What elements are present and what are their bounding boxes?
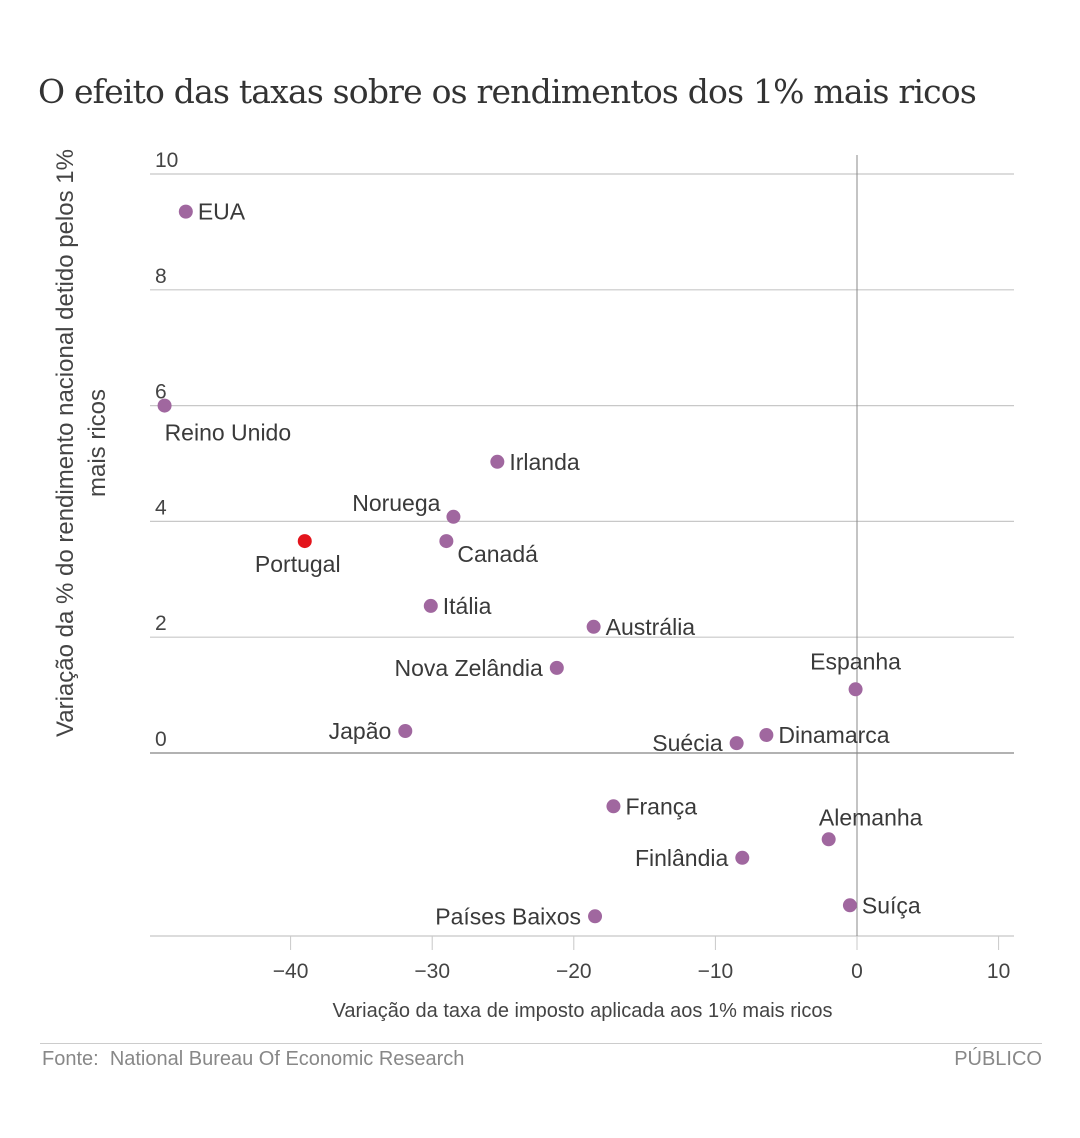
footer-divider [40,1043,1042,1044]
data-point [423,598,438,613]
point-label: Noruega [352,490,440,516]
y-tick-label: 10 [155,149,178,172]
data-point [848,682,863,697]
y-axis-label: Variação da % do rendimento nacional det… [50,133,114,753]
point-label: Dinamarca [778,722,889,748]
y-tick-label: 2 [155,612,167,635]
data-point [398,723,413,738]
x-tick-labels: −40 −30 −20 −10 0 10 [273,960,1010,983]
point-label: Nova Zelândia [394,655,543,681]
data-point [157,398,172,413]
data-point [821,832,836,847]
y-axis-label-text: Variação da % do rendimento nacional det… [52,149,111,737]
data-point [439,534,454,549]
data-points [157,204,863,924]
point-label: Finlândia [635,845,729,871]
data-point [729,736,744,751]
highlighted-point [297,534,312,549]
point-label: EUA [198,199,246,225]
point-label: Japão [329,718,392,744]
x-tick-label: −20 [556,960,592,983]
data-point [490,454,505,469]
data-point [759,728,774,743]
point-label: Portugal [255,551,341,577]
point-label: Países Baixos [435,903,581,929]
point-labels: EUA Reino Unido Irlanda Noruega Portugal Cana… [165,199,923,930]
point-label: Irlanda [509,449,580,475]
point-label: Suíça [862,892,921,918]
data-point [842,898,857,913]
publisher-logo: PÚBLICO [954,1048,1042,1070]
y-tick-label: 4 [155,496,167,519]
scatter-plot: 0 2 4 6 8 10 −40 −30 −20 −10 0 10 EUA Reino Unido Ir… [150,149,1014,983]
point-label: Canadá [457,541,538,567]
y-tick-label: 0 [155,728,167,751]
data-point [735,850,750,865]
source-note: Fonte: National Bureau Of Economic Resea… [42,1048,465,1070]
point-label: Suécia [652,730,723,756]
chart-title: O efeito das taxas sobre os rendimentos … [38,72,977,111]
data-point [178,204,193,219]
data-point [549,660,564,675]
point-label: Austrália [606,614,696,640]
data-point [586,619,601,634]
x-tick-label: 0 [851,960,863,983]
x-tick-label: −40 [273,960,309,983]
point-label: França [625,793,697,819]
gridlines [150,155,1014,950]
data-point [588,909,603,924]
y-tick-label: 8 [155,265,167,288]
data-point [446,509,461,524]
data-point [606,799,621,814]
x-tick-label: −10 [698,960,734,983]
point-label: Reino Unido [165,420,292,446]
point-label: Itália [443,593,492,619]
x-tick-label: 10 [987,960,1010,983]
x-tick-label: −30 [414,960,450,983]
point-label: Alemanha [819,804,923,830]
x-axis-label: Variação da taxa de imposto aplicada aos… [332,1000,833,1022]
y-tick-label: 6 [155,381,167,404]
y-tick-labels: 0 2 4 6 8 10 [155,149,178,751]
point-label: Espanha [810,648,901,674]
